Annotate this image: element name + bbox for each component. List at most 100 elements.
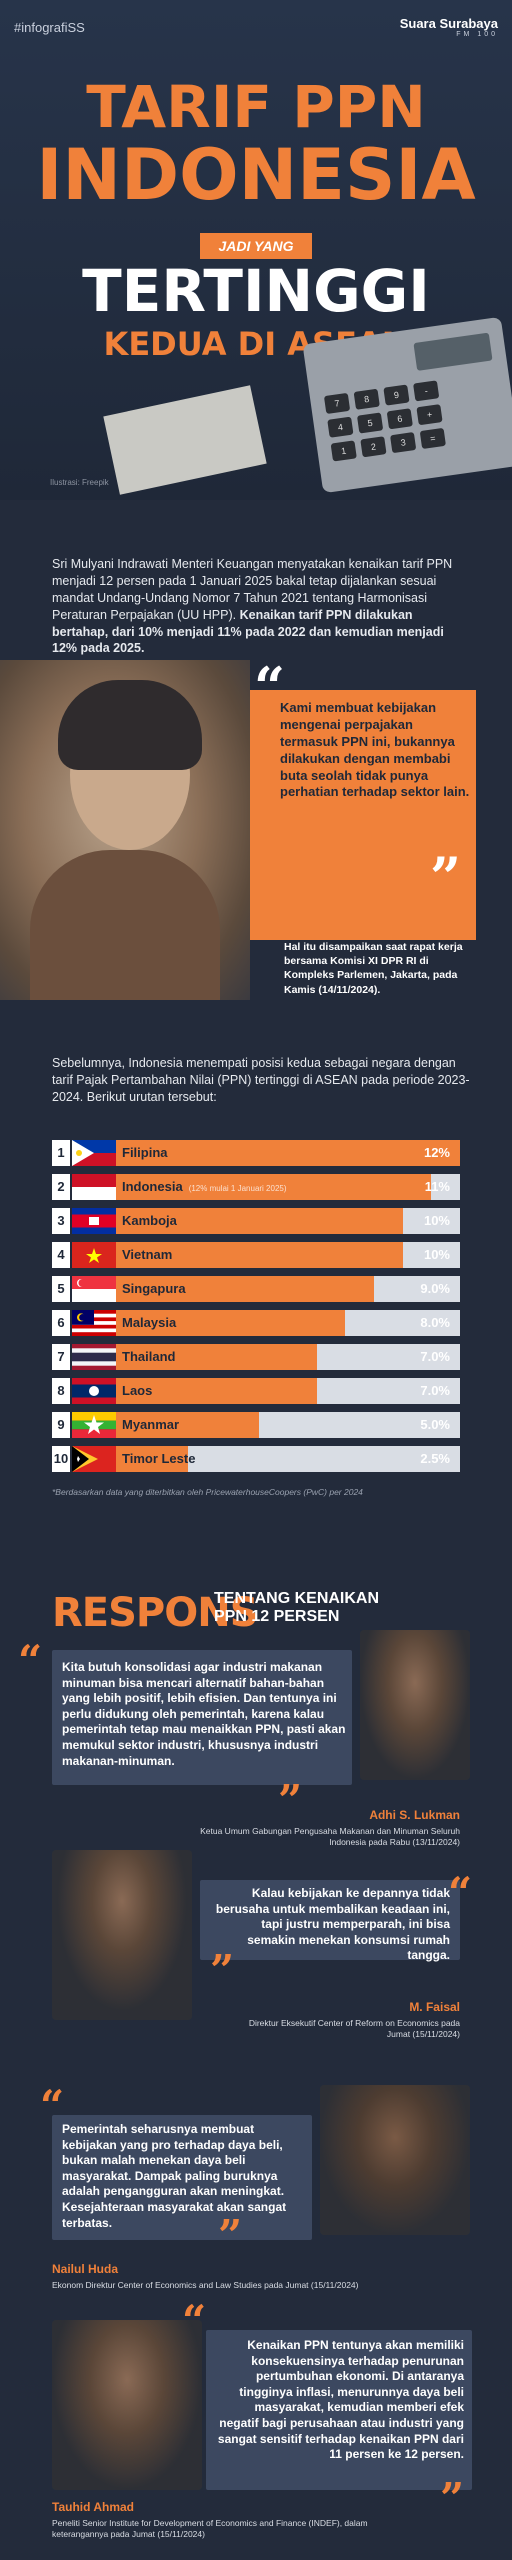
country-label: Laos (122, 1383, 153, 1398)
quote-box-3 (52, 2115, 312, 2240)
ranking-row: 6 Malaysia 8.0% (52, 1310, 460, 1336)
ranking-row: 8 Laos 7.0% (52, 1378, 460, 1404)
rate-bar (116, 1310, 345, 1336)
country-name: Kamboja (122, 1208, 177, 1234)
person-role-1: Ketua Umum Gabungan Pengusaha Makanan da… (200, 1826, 460, 1848)
main-quote-note: Hal itu disampaikan saat rapat kerja ber… (284, 941, 463, 996)
brand-logo[interactable]: Suara Surabaya FM 100 (400, 16, 498, 38)
quote-box-2 (200, 1880, 460, 1960)
title-line-1: TARIF PPN (86, 73, 426, 141)
rate-value: 10% (423, 1213, 450, 1228)
philippines-flag-icon (72, 1140, 116, 1166)
rate-value: 5.0% (420, 1417, 450, 1432)
rate-bar (116, 1378, 317, 1404)
country-name: Laos (122, 1378, 152, 1404)
person-name-1: Adhi S. Lukman (369, 1808, 460, 1822)
photo-credit: Ilustrasi: Freepik (50, 478, 109, 487)
person-role-3: Ekonom Direktur Center of Economics and … (52, 2280, 359, 2290)
quote-box-1 (52, 1650, 352, 1785)
singapore-flag-icon (72, 1276, 116, 1302)
rank-number: 4 (52, 1242, 70, 1268)
rate-value: 9.0% (420, 1281, 450, 1296)
rank-number: 3 (52, 1208, 70, 1234)
country-label: Kamboja (122, 1213, 177, 1228)
person-name-3: Nailul Huda (52, 2262, 119, 2276)
rank-number: 10 (52, 1446, 70, 1472)
intro-bold-text: Kenaikan tarif PPN dilakukan bertahap, d… (52, 607, 444, 656)
rate-bar (116, 1242, 403, 1268)
close-quote-icon: ” (430, 845, 462, 909)
main-quote-text: Kami membuat kebijakan mengenai perpajak… (280, 700, 470, 800)
ranking-row: 2 Indonesia (12% mulai 1 Januari 2025) 11% (52, 1174, 460, 1200)
country-label: Singapura (122, 1281, 186, 1296)
open-quote-icon: “ (448, 1868, 473, 1917)
country-name: Timor Leste (122, 1446, 195, 1472)
country-name: Indonesia (12% mulai 1 Januari 2025) (122, 1174, 287, 1202)
rate-bar (116, 1344, 317, 1370)
main-quote-box (250, 690, 476, 940)
indonesia-flag-icon (72, 1174, 116, 1200)
person-name-2: M. Faisal (409, 2000, 460, 2014)
respons-subtitle: TENTANG KENAIKAN PPN 12 PERSEN (214, 1590, 379, 1627)
cambodia-flag-icon (72, 1208, 116, 1234)
country-name: Malaysia (122, 1310, 176, 1336)
country-name: Vietnam (122, 1242, 172, 1268)
timor-leste-flag-icon (72, 1446, 116, 1472)
rate-value: 12% (423, 1145, 450, 1160)
person-photo-1 (360, 1630, 470, 1780)
country-label: Vietnam (122, 1247, 173, 1262)
rank-number: 1 (52, 1140, 70, 1166)
rank-number: 7 (52, 1344, 70, 1370)
close-quote-icon: ” (218, 2211, 243, 2260)
hashtag-label: #infografiSS (14, 20, 85, 35)
rank-number: 9 (52, 1412, 70, 1438)
close-quote-icon: ” (278, 1776, 303, 1825)
rate-value: 8.0% (420, 1315, 450, 1330)
country-name: Thailand (122, 1344, 175, 1370)
country-name: Myanmar (122, 1412, 179, 1438)
myanmar-flag-icon (72, 1412, 116, 1438)
ranking-row: 5 Singapura 9.0% (52, 1276, 460, 1302)
quote-text-4: Kenaikan PPN tentunya akan memiliki kons… (217, 2338, 464, 2462)
respons-title: RESPONS (52, 1590, 259, 1636)
rank-number: 2 (52, 1174, 70, 1200)
open-quote-icon: “ (18, 1636, 43, 1685)
rate-value: 2.5% (420, 1451, 450, 1466)
quote-text-2: Kalau kebijakan ke depannya tidak berusa… (215, 1886, 450, 1963)
rank-number: 5 (52, 1276, 70, 1302)
country-name: Singapura (122, 1276, 186, 1302)
country-label: Malaysia (122, 1315, 177, 1330)
close-quote-icon: ” (210, 1946, 235, 1995)
title-connector: JADI YANG (200, 233, 312, 259)
rate-bar (116, 1276, 374, 1302)
rate-bar (116, 1208, 403, 1234)
country-label: Myanmar (122, 1417, 180, 1432)
rate-bar (116, 1412, 259, 1438)
vietnam-flag-icon (72, 1242, 116, 1268)
quote-text-1: Kita butuh konsolidasi agar industri mak… (62, 1660, 346, 1768)
rank-number: 6 (52, 1310, 70, 1336)
country-label: Indonesia (122, 1179, 183, 1194)
open-quote-icon: “ (254, 655, 286, 719)
rate-value: 10% (423, 1247, 450, 1262)
title-line-2: INDONESIA (36, 134, 476, 216)
rate-bar (116, 1446, 188, 1472)
quote-box-4 (206, 2330, 472, 2490)
ranking-row: 3 Kamboja 10% (52, 1208, 460, 1234)
respons-subtitle-line-1: TENTANG KENAIKAN (214, 1590, 380, 1607)
rate-bar (116, 1140, 460, 1166)
ranking-row: 10 Timor Leste 2.5% (52, 1446, 460, 1472)
brand-name: Suara Surabaya (399, 16, 498, 31)
open-quote-icon: “ (182, 2296, 207, 2345)
thailand-flag-icon (72, 1344, 116, 1370)
rank-number: 8 (52, 1378, 70, 1404)
ranking-row: 1 Filipina 12% (52, 1140, 460, 1166)
intro-paragraph: Sri Mulyani Indrawati Menteri Keuangan m… (52, 556, 472, 657)
person-role-4: Peneliti Senior Institute for Developmen… (52, 2518, 368, 2540)
brand-sub: FM 100 (456, 31, 498, 38)
ranking-intro: Sebelumnya, Indonesia menempati posisi k… (52, 1056, 470, 1104)
country-label: Filipina (122, 1145, 168, 1160)
rate-value: 7.0% (420, 1383, 450, 1398)
laos-flag-icon (72, 1378, 116, 1404)
country-label: Timor Leste (122, 1451, 196, 1466)
